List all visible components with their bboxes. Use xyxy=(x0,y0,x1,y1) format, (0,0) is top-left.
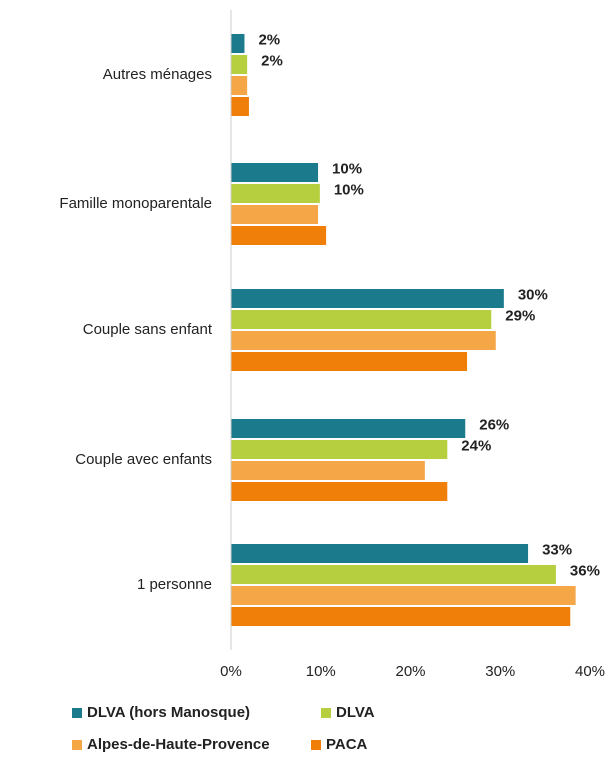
bar xyxy=(231,544,529,563)
x-tick-label: 20% xyxy=(395,663,425,680)
y-tick-label: Couple sans enfant xyxy=(83,321,213,338)
y-tick-label: Couple avec enfants xyxy=(75,451,212,468)
y-tick-label: Autres ménages xyxy=(103,66,212,83)
data-label: 2% xyxy=(261,52,283,69)
data-label: 26% xyxy=(479,416,509,433)
bar xyxy=(231,461,425,480)
bar xyxy=(231,184,320,203)
data-label: 33% xyxy=(542,541,572,558)
x-tick-label: 0% xyxy=(220,663,242,680)
bar xyxy=(231,310,492,329)
x-tick-label: 40% xyxy=(575,663,605,680)
bar xyxy=(231,331,496,350)
bar xyxy=(231,352,468,371)
bar xyxy=(231,586,576,605)
legend-label: PACA xyxy=(326,736,368,753)
x-tick-label: 30% xyxy=(485,663,515,680)
bar xyxy=(231,419,466,438)
data-label: 30% xyxy=(518,286,548,303)
data-label: 24% xyxy=(461,437,491,454)
data-label: 10% xyxy=(332,160,362,177)
y-tick-label: 1 personne xyxy=(137,576,212,593)
data-label: 10% xyxy=(334,181,364,198)
bar xyxy=(231,76,248,95)
legend-swatch xyxy=(321,708,331,718)
bar xyxy=(231,97,249,116)
legend-label: DLVA xyxy=(336,704,375,721)
legend-swatch xyxy=(72,740,82,750)
bar xyxy=(231,55,248,74)
y-tick-label: Famille monoparentale xyxy=(59,195,212,212)
legend-swatch xyxy=(72,708,82,718)
bar xyxy=(231,163,319,182)
bar xyxy=(231,565,556,584)
legend-swatch xyxy=(311,740,321,750)
bar xyxy=(231,226,327,245)
data-label: 2% xyxy=(258,31,280,48)
bar xyxy=(231,34,245,53)
bar xyxy=(231,440,448,459)
legend-label: DLVA (hors Manosque) xyxy=(87,704,250,721)
bar xyxy=(231,607,571,626)
data-label: 36% xyxy=(570,562,600,579)
legend-label: Alpes-de-Haute-Provence xyxy=(87,736,270,753)
x-tick-label: 10% xyxy=(306,663,336,680)
bar xyxy=(231,289,504,308)
bar xyxy=(231,205,319,224)
data-label: 29% xyxy=(505,307,535,324)
bar xyxy=(231,482,448,501)
